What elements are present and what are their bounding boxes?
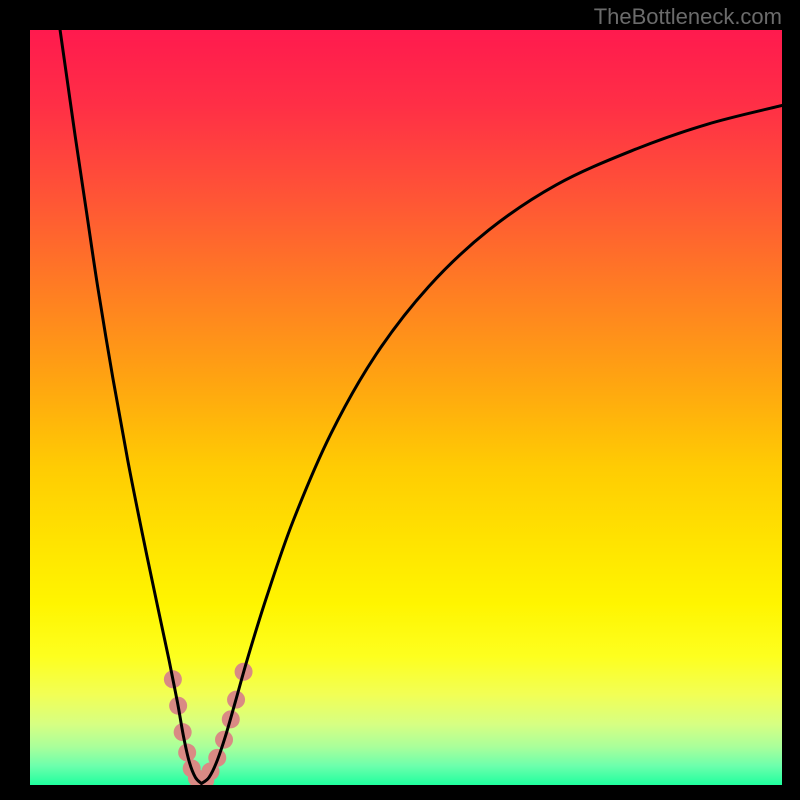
left-branch	[60, 30, 201, 783]
data-markers	[164, 663, 253, 785]
plot-area	[30, 30, 782, 785]
bottleneck-curve	[30, 30, 782, 785]
chart-container: TheBottleneck.com	[0, 0, 800, 800]
watermark-text: TheBottleneck.com	[594, 4, 782, 30]
right-branch	[201, 106, 782, 784]
